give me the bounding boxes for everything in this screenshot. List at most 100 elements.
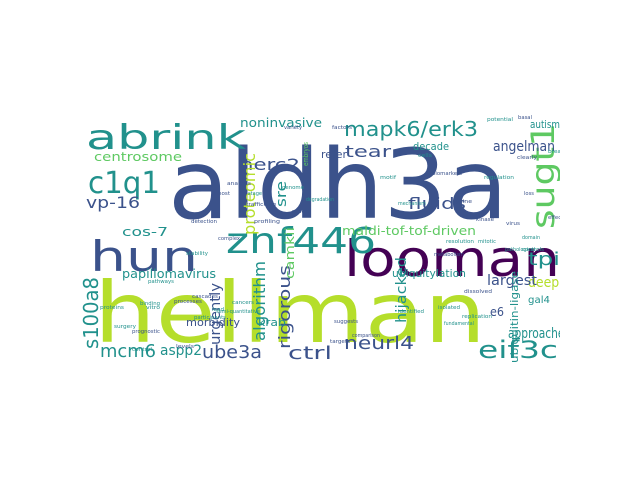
word-maldi-tof-tof-driven: maldi-tof-tof-driven	[342, 224, 476, 238]
word-cells: cells	[418, 153, 432, 159]
word-potential: potential	[487, 117, 513, 123]
word-participants: participants	[194, 315, 226, 321]
word-variety: variety	[284, 125, 302, 131]
word-lysine: lysine	[454, 199, 472, 205]
word-znf446: znf446	[226, 221, 376, 262]
word-motif: motif	[380, 175, 396, 181]
word-host: host	[218, 191, 230, 197]
word-processes: processes	[174, 299, 202, 305]
word-biomarkers: biomarkers	[432, 171, 462, 177]
word-loss: loss	[524, 191, 534, 197]
word-ube3a: ube3a	[202, 342, 262, 363]
word-factors: factors	[332, 125, 352, 131]
word-cancers: cancers	[232, 300, 254, 306]
word-c1q1: c1q1	[88, 166, 160, 201]
word-approaches: approaches	[508, 326, 560, 342]
word-cascades: cascades	[192, 294, 218, 300]
word-genome: genome	[282, 185, 304, 191]
word-surgery: surgery	[114, 324, 136, 330]
word-aldh3a: aldh3a	[168, 129, 508, 241]
word-fundamental: fundamental	[444, 321, 474, 327]
word-resolution: resolution	[446, 239, 474, 245]
word-sugt1: sugt1	[524, 123, 560, 229]
word-refer: refer	[321, 148, 347, 161]
word-control: control	[132, 347, 152, 353]
word-semi-quantitative: semi-quantitative	[216, 309, 260, 315]
word-hellman: hellman	[94, 264, 486, 362]
word-suggests: suggests	[334, 319, 358, 325]
word-neurl4: neurl4	[344, 333, 414, 354]
word-identified: identified	[398, 309, 424, 315]
word-stage: stage	[248, 191, 262, 197]
word-herc2: herc2	[240, 155, 300, 174]
word-looman: looman	[344, 230, 560, 288]
word-angelman: angelman	[493, 139, 555, 155]
word-ubiquitylation: ubiquitylation	[392, 267, 466, 280]
word-degradation: degradation	[306, 197, 334, 203]
word-tpi: tpi	[528, 249, 560, 270]
word-aspp2: aspp2	[160, 343, 202, 359]
word-kinase: kinase	[476, 217, 494, 223]
word-eif3c: eif3c	[478, 336, 558, 364]
word-largest: largest	[487, 273, 538, 289]
word-targets: targets	[330, 339, 350, 345]
word-mapk6-erk3: mapk6/erk3	[344, 117, 478, 141]
word-effects: effects	[548, 215, 560, 221]
word-ctrl: ctrl	[288, 343, 332, 364]
word-report: report	[292, 209, 310, 215]
word-hijacked: hijacked	[394, 257, 410, 323]
word-embryos: embryos	[302, 142, 310, 166]
word-mechanism: mechanism	[398, 201, 426, 207]
word-proteomic: proteomic	[240, 153, 259, 235]
word-mitotic: mitotic	[478, 239, 496, 245]
word-vitro: vitro	[146, 305, 160, 311]
word-krab: krab	[258, 316, 286, 329]
word-profiling: profiling	[254, 219, 280, 225]
word-levels: levels	[176, 344, 194, 350]
word-trafficking: trafficking	[246, 202, 276, 208]
word-metabolism: metabolism	[434, 252, 464, 258]
word-hun: hun	[90, 232, 198, 281]
word-sre: sre	[274, 181, 290, 207]
word-e6: e6	[490, 305, 504, 319]
word-cloud: aldh3a hellman looman abrink hun znf446 sugt1 c…	[80, 113, 560, 367]
word-autism: autism	[530, 118, 560, 131]
word-analysis: analysis	[227, 181, 251, 187]
word-regulation: regulation	[484, 175, 514, 181]
word-camkii: camkii	[283, 227, 297, 279]
word-comparison: comparison	[352, 333, 380, 339]
word-mcm6: mcm6	[100, 341, 156, 362]
word-fluids: fluids	[408, 194, 466, 213]
word-noninvasive: noninvasive	[240, 116, 322, 130]
word-breast: breast	[548, 149, 560, 155]
word-s100a8: s100a8	[80, 277, 103, 349]
word-algorithm: algorithm	[250, 261, 269, 341]
word-cos-7: cos-7	[122, 225, 168, 239]
word-decade: decade	[413, 140, 449, 153]
word-stability: stability	[186, 251, 208, 257]
word-vp-16: vp-16	[86, 193, 140, 212]
word-controls: controls	[522, 247, 544, 253]
word-lead: lead	[212, 307, 224, 313]
word-morbidity: morbidity	[186, 316, 240, 329]
word-centrosome: centrosome	[94, 150, 182, 164]
word-proteins: proteins	[100, 305, 124, 311]
word-rigorous: rigorous	[275, 265, 294, 349]
word-dissolved: dissolved	[464, 289, 492, 295]
word-isolated: isolated	[438, 305, 460, 311]
word-deeper: deeper	[528, 275, 560, 291]
word-prognostic: prognostic	[132, 329, 160, 335]
word-abrink: abrink	[86, 118, 246, 158]
word-urgently: urgently	[208, 283, 224, 345]
word-pathways: pathways	[148, 279, 174, 285]
word-binding: binding	[140, 301, 160, 307]
word-domain: domain	[522, 235, 540, 241]
word-gal4: gal4	[528, 295, 550, 306]
word-pathological: pathological	[505, 247, 535, 253]
word-ubiquitin-ligase: ubiquitin-ligase	[508, 271, 521, 363]
word-complex: complex	[218, 236, 240, 242]
word-basal: basal	[518, 115, 532, 121]
word-tear: tear	[345, 142, 392, 161]
word-clearly: clearly	[517, 155, 537, 161]
